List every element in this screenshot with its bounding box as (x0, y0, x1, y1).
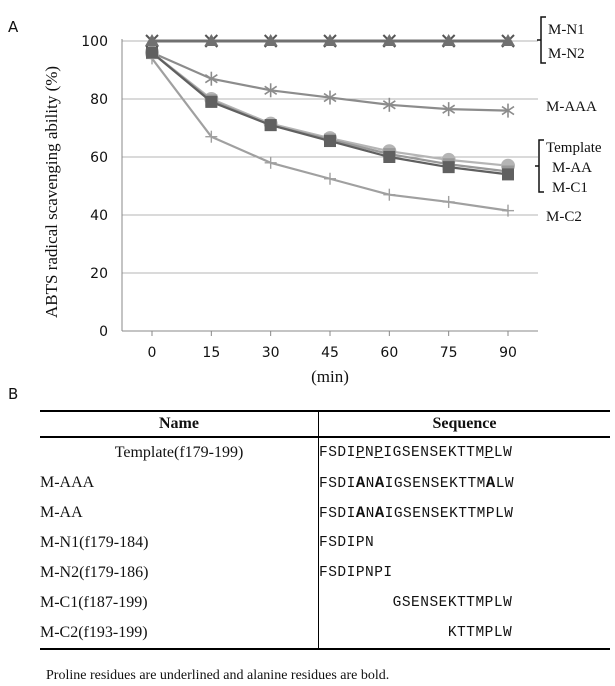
annotation-m-n1: M-N1 (548, 22, 585, 38)
bracket-template-group (535, 139, 544, 193)
data-point (205, 95, 218, 108)
y-tick-label: 20 (90, 266, 108, 282)
row-sequence: KTTMPLW (318, 618, 610, 650)
data-point (442, 102, 456, 117)
data-point (323, 34, 337, 46)
data-point (501, 34, 515, 46)
annotation-m-c2: M-C2 (546, 209, 582, 225)
series-line-m-c1 (151, 51, 509, 173)
annotation-template: Template (546, 140, 602, 156)
y-tick-label: 60 (90, 150, 108, 166)
annotation-m-aaa: M-AAA (546, 99, 597, 115)
data-point (264, 119, 277, 132)
x-axis-label: (min) (311, 367, 349, 386)
row-sequence: FSDIANAIGSENSEKTTMPLW (319, 504, 514, 522)
row-sequence: GSENSEKTTMPLW (392, 595, 513, 611)
data-point (324, 172, 336, 185)
x-tick-label: 30 (262, 345, 280, 361)
footnote: Proline residues are underlined and alan… (46, 668, 390, 683)
data-point (383, 188, 396, 201)
row-sequence: FSDIANAIGSENSEKTTMALW (319, 474, 515, 492)
table-header-row: Name Sequence (40, 410, 610, 438)
data-point (502, 204, 514, 217)
row-name: M-AA (40, 498, 319, 528)
row-name: M-C1(f187-199) (40, 588, 319, 618)
table-row: M-C1(f187-199) GSENSEKTTMPLW (40, 588, 610, 618)
data-point (204, 34, 219, 46)
data-point (324, 135, 336, 148)
table-row: M-AAA FSDIANAIGSENSEKTTMALW (40, 468, 610, 498)
line-chart: 0 20 40 60 80 100 0 15 30 45 60 75 90 (min) ABTS radic… (42, 16, 602, 386)
x-tick-label: 75 (440, 345, 458, 361)
row-sequence: FSDIPNPIGSENSEKTTMPLW (319, 445, 513, 461)
data-point (264, 83, 278, 98)
annotation-m-n2: M-N2 (548, 46, 585, 62)
annotation-m-c1: M-C1 (552, 180, 588, 196)
row-name: M-N1(f179-184) (40, 528, 319, 558)
data-point (204, 71, 218, 86)
data-point (264, 156, 277, 169)
row-name: M-AAA (40, 468, 319, 498)
row-sequence: FSDIPN (319, 535, 375, 551)
x-tick-label: 15 (202, 345, 220, 361)
table-row: M-N2(f179-186) FSDIPNPI (40, 558, 610, 588)
sequence-table: Name Sequence Template(f179-199) FSDIPNP… (40, 410, 610, 650)
series-line-template (151, 51, 509, 176)
bracket-m-n (537, 16, 546, 64)
data-point (146, 46, 158, 59)
data-point (382, 34, 397, 46)
table-row: M-N1(f179-184) FSDIPN (40, 528, 610, 558)
y-tick-label: 40 (90, 208, 108, 224)
x-tick-label: 0 (148, 345, 157, 361)
data-point (442, 195, 455, 208)
data-point (323, 90, 337, 105)
data-point (442, 161, 455, 174)
table-row: Template(f179-199) FSDIPNPIGSENSEKTTMPLW (40, 437, 610, 468)
table-row: M-C2(f193-199) KTTMPLW (40, 618, 610, 650)
row-sequence: FSDIPNPI (319, 565, 393, 581)
name-column-header: Name (40, 410, 319, 438)
y-axis-label: ABTS radical scavenging ability (%) (42, 66, 61, 318)
data-point (502, 168, 514, 181)
panel-a-label: A (8, 18, 19, 36)
row-name: M-C2(f193-199) (40, 618, 319, 650)
annotation-m-aa: M-AA (552, 160, 592, 176)
row-name: Template(f179-199) (40, 437, 319, 468)
table-row: M-AA FSDIANAIGSENSEKTTMPLW (40, 498, 610, 528)
data-point (441, 34, 456, 46)
y-tick-label: 80 (90, 92, 108, 108)
data-point (501, 103, 515, 118)
sequence-column-header: Sequence (318, 410, 610, 438)
data-point (383, 151, 396, 163)
y-tick-label: 0 (99, 324, 108, 340)
x-tick-label: 90 (499, 345, 517, 361)
data-point (263, 34, 278, 46)
data-point (145, 34, 159, 46)
x-tick-label: 45 (321, 345, 339, 361)
data-point (382, 97, 396, 112)
x-tick-label: 60 (380, 345, 398, 361)
y-tick-label: 100 (81, 34, 108, 50)
data-point (205, 130, 218, 143)
row-name: M-N2(f179-186) (40, 558, 319, 588)
panel-b-label: B (8, 385, 19, 403)
